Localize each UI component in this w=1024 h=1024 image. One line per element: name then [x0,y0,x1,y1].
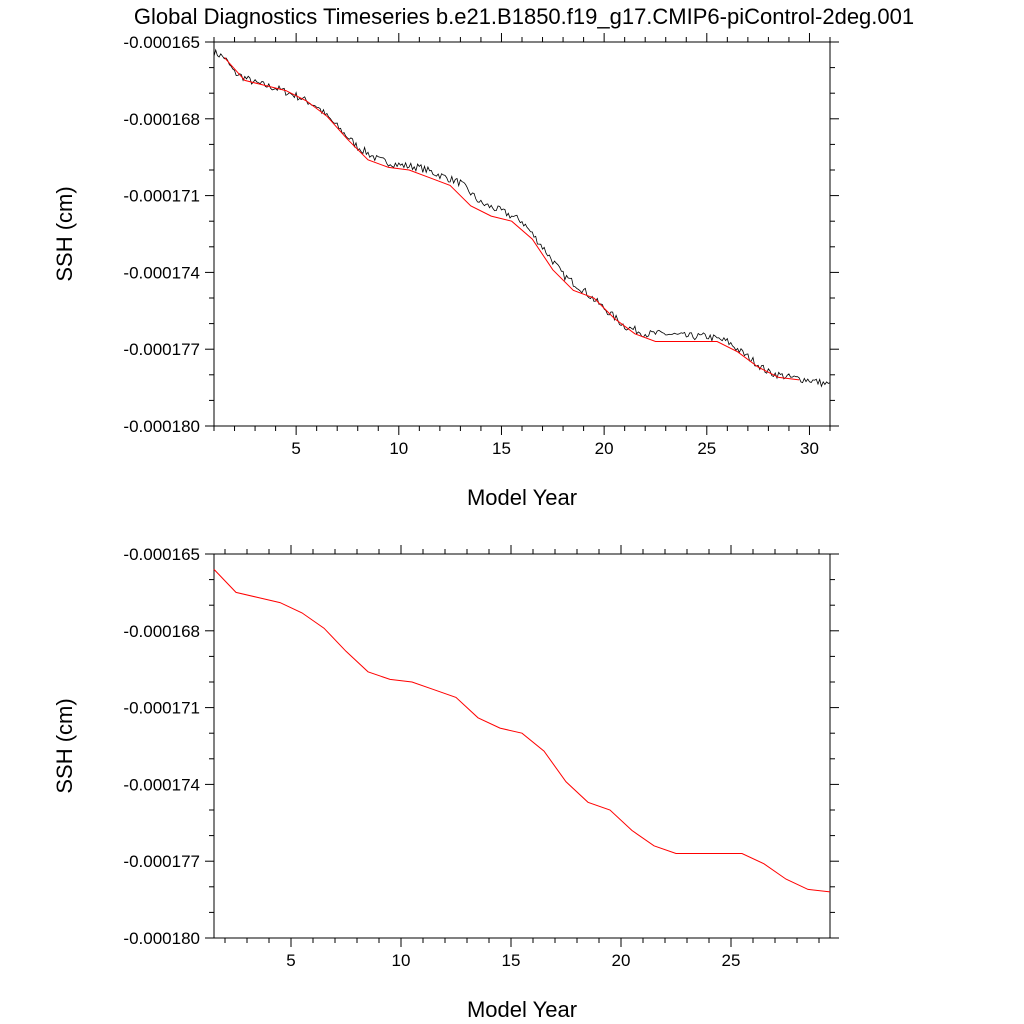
y-tick-label: -0.000177 [123,340,200,359]
y-tick-label: -0.000174 [123,775,200,794]
x-axis-label: Model Year [467,485,577,510]
x-axis-label: Model Year [467,997,577,1022]
y-tick-labels: -0.000165 -0.000168 -0.000171 -0.000174 -0.0… [123,545,200,948]
x-tick-label: 20 [612,951,631,970]
x-tick-labels: 5 10 15 20 25 30 [291,439,819,458]
x-tick-label: 5 [291,439,300,458]
plot-frame [213,553,831,939]
series-line-annual-ssh [223,57,800,381]
x-tick-label: 10 [389,439,408,458]
y-tick-labels: -0.000165 -0.000168 -0.000171 -0.000174 -0.0… [123,33,200,436]
x-tick-label: 30 [800,439,819,458]
bottom-panel: 5 10 15 20 25 -0.000165-0.000168-0.000171-0.… [52,545,839,1022]
top-panel: 5 10 15 20 25 30 -0.000165-0.000168-0.000171-… [52,33,839,510]
y-axis-label: SSH (cm) [52,186,77,281]
x-tick-label: 10 [392,951,411,970]
x-tick-labels: 5 10 15 20 25 [286,951,740,970]
y-tick-label: -0.000171 [123,187,200,206]
y-tick-label: -0.000171 [123,699,200,718]
y-tick-label: -0.000180 [123,929,200,948]
y-axis-label: SSH (cm) [52,698,77,793]
tick-marks [205,545,839,947]
y-tick-label: -0.000168 [123,622,200,641]
y-tick-label: -0.000168 [123,110,200,129]
x-tick-label: 15 [502,951,521,970]
plot-frame [213,41,831,427]
data-series [213,569,831,893]
series-line-monthly-ssh [213,48,831,388]
x-tick-label: 25 [697,439,716,458]
y-tick-label: -0.000180 [123,417,200,436]
x-tick-label: 20 [595,439,614,458]
x-tick-label: 15 [492,439,511,458]
y-tick-label: -0.000165 [123,33,200,52]
tick-marks [205,33,839,435]
series-line-annual-ssh [213,569,831,893]
y-tick-label: -0.000174 [123,263,200,282]
data-series [213,48,831,388]
figure-title: Global Diagnostics Timeseries b.e21.B185… [134,4,914,29]
y-tick-label: -0.000165 [123,545,200,564]
x-tick-label: 5 [286,951,295,970]
x-tick-label: 25 [722,951,741,970]
y-tick-label: -0.000177 [123,852,200,871]
